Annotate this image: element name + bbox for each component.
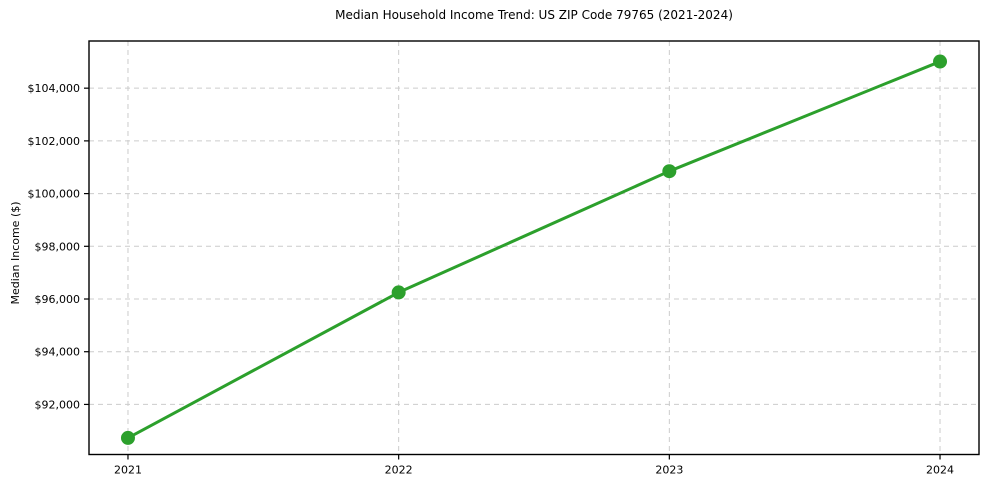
y-tick-label: $96,000 [35, 293, 81, 306]
chart-title: Median Household Income Trend: US ZIP Co… [335, 8, 733, 22]
y-tick-label: $102,000 [28, 135, 81, 148]
data-point-marker [120, 430, 135, 445]
data-point-marker [933, 54, 948, 69]
trend-line [126, 60, 942, 440]
y-tick-label: $104,000 [28, 82, 81, 95]
x-tick-label: 2023 [655, 464, 683, 477]
x-tick-label: 2022 [385, 464, 413, 477]
y-axis-label-text: Median Income ($) [9, 201, 22, 305]
data-point-marker [662, 164, 677, 179]
plot-border [88, 40, 980, 456]
x-tick-label: 2021 [114, 464, 142, 477]
y-tick-label: $98,000 [35, 240, 81, 253]
y-tick-label: $100,000 [28, 188, 81, 201]
y-tick-label: $94,000 [35, 346, 81, 359]
x-tick-label: 2024 [926, 464, 954, 477]
data-point-marker [391, 285, 406, 300]
y-tick-label: $92,000 [35, 398, 81, 411]
